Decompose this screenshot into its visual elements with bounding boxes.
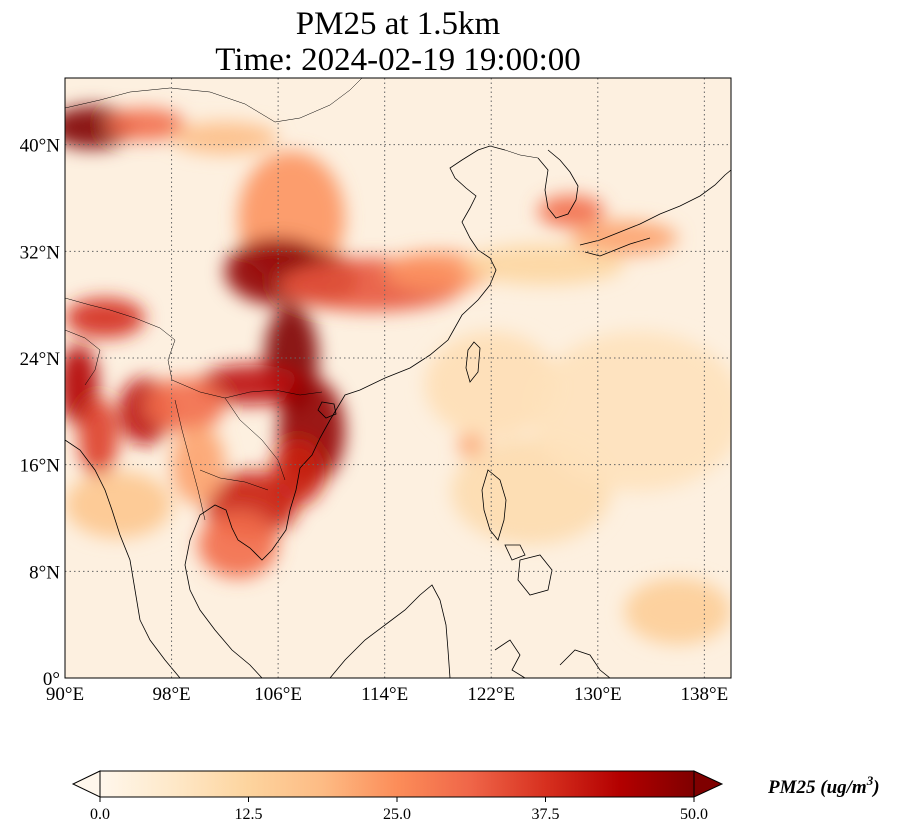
pm25-hotspot (537, 195, 605, 228)
pm25-hotspot (104, 108, 185, 141)
laos-vietnam-border (224, 397, 286, 481)
borneo-coastline (329, 584, 451, 678)
colorbar-tick-label: 25.0 (383, 806, 411, 823)
latitude-tick-label: 32°N (20, 242, 61, 263)
indochina-coastline (184, 419, 331, 678)
japan-coastline (579, 169, 731, 246)
mongolia-border (65, 78, 363, 123)
himalaya-border (65, 297, 176, 381)
thai-cambodia-border (199, 469, 269, 491)
pm25-hotspot (65, 471, 172, 538)
burma-coastline (65, 439, 141, 621)
colorbar-ticks: 0.0 12.5 25.0 37.5 50.0 (90, 797, 708, 823)
map-title: PM25 at 1.5km (295, 6, 501, 42)
sea-borders (171, 379, 323, 399)
philippines-mindanao (517, 554, 553, 596)
latitude-tick-label: 24°N (20, 349, 61, 370)
pm25-hotspot (531, 331, 731, 492)
longitude-tick-labels: 90°E 98°E 106°E 114°E 122°E 130°E 138°E (46, 684, 728, 705)
latitude-tick-label: 8°N (29, 562, 60, 583)
latitude-tick-label: 40°N (20, 136, 61, 157)
longitude-tick-label: 138°E (681, 684, 729, 705)
longitude-tick-label: 90°E (46, 684, 84, 705)
myanmar-thai-border (174, 399, 206, 521)
country-borders (65, 78, 539, 521)
colorbar-tick-label: 12.5 (235, 806, 263, 823)
colorbar-max-extend (693, 770, 724, 798)
pm25-hotspot (624, 578, 731, 645)
new-guinea-coastline (559, 649, 611, 678)
colorbar-tick-label: 37.5 (532, 806, 560, 823)
pm25-hotspot (464, 244, 625, 285)
colorbar-gradient (99, 770, 695, 798)
colorbar-min-extend (71, 770, 101, 798)
colorbar-label: PM25 (ug/m3) (767, 773, 880, 798)
bangladesh-border (65, 329, 101, 386)
latitude-tick-label: 0° (43, 669, 60, 690)
longitude-tick-label: 98°E (152, 684, 190, 705)
longitude-tick-label: 122°E (467, 684, 515, 705)
pm25-hotspot (384, 251, 492, 292)
gridlines (65, 78, 731, 678)
pm25-hotspot (171, 424, 225, 505)
china-coastline (329, 145, 506, 421)
pm25-hotspot (144, 378, 225, 432)
pm25-hotspot (171, 122, 279, 154)
pm25-hotspot (78, 398, 119, 478)
map-timestamp: Time: 2024-02-19 19:00:00 (215, 42, 581, 78)
pm25-hotspot (571, 220, 678, 256)
latitude-tick-label: 16°N (20, 456, 61, 477)
longitude-tick-label: 106°E (254, 684, 302, 705)
longitude-tick-label: 114°E (361, 684, 408, 705)
map-frame (64, 77, 732, 679)
pm25-hotspot (457, 431, 485, 458)
pm25-hotspot (198, 511, 279, 578)
sumatra-coastline (139, 619, 181, 678)
pm25-hotspot (65, 298, 145, 338)
philippines-luzon (481, 469, 507, 541)
longitude-tick-label: 130°E (574, 684, 622, 705)
colorbar-tick-label: 0.0 (90, 806, 110, 823)
philippines-visayas (504, 544, 526, 561)
colorbar-tick-label: 50.0 (680, 806, 708, 823)
taiwan-coastline (465, 341, 481, 383)
korea-coastline (537, 149, 579, 219)
japan-coastline-south (584, 237, 651, 257)
korea-border (504, 149, 539, 159)
pm25-hotspot (198, 364, 305, 405)
colorbar: 0.0 12.5 25.0 37.5 50.0 PM25 (ug/m3) (71, 770, 880, 823)
coastlines (65, 145, 731, 678)
sulawesi-coastline (494, 639, 526, 678)
latitude-tick-labels: 0° 8°N 16°N 24°N 32°N 40°N (20, 136, 61, 690)
hainan-coastline (317, 401, 337, 419)
